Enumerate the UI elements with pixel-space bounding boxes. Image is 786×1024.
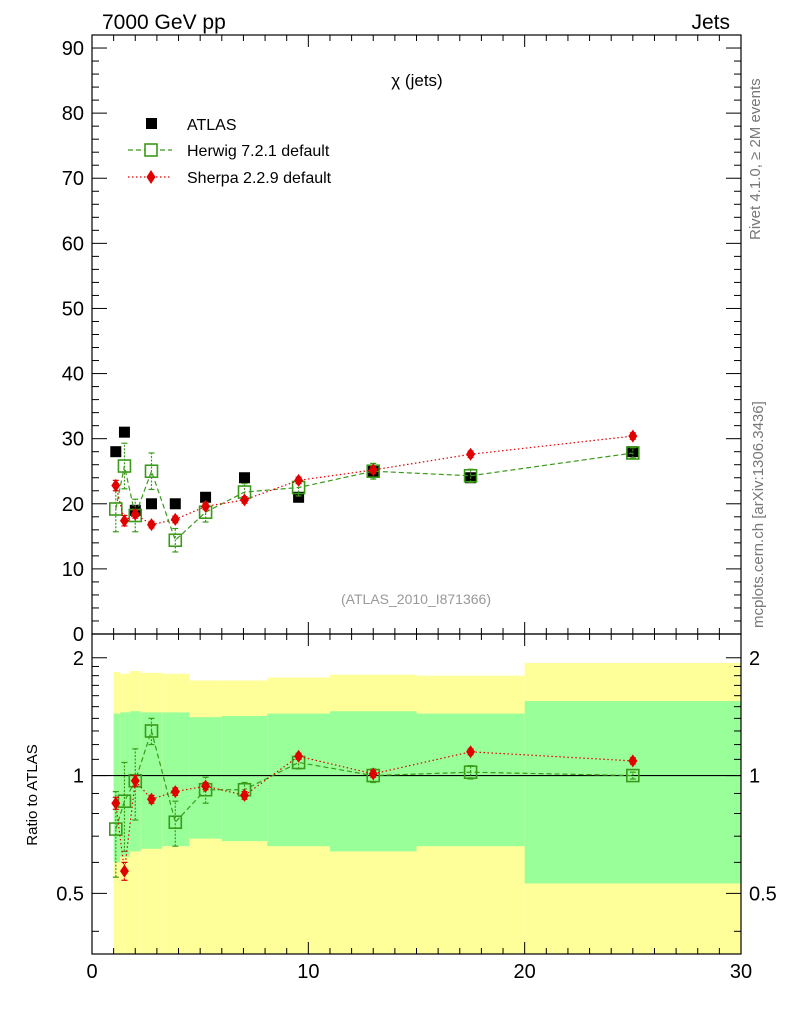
x-tick-label: 30 bbox=[730, 961, 752, 983]
ratio-sherpa-point bbox=[628, 754, 638, 768]
rivet-label: Rivet 4.1.0, ≥ 2M events bbox=[747, 78, 764, 240]
ratio-herwig-point bbox=[168, 815, 183, 830]
header-left: 7000 GeV pp bbox=[102, 11, 226, 34]
main-sherpa-point bbox=[130, 507, 140, 521]
main-y-tick-label: 80 bbox=[62, 103, 84, 125]
main-y-tick-label: 10 bbox=[62, 559, 84, 581]
main-atlas-point bbox=[110, 446, 122, 458]
main-y-tick-label: 0 bbox=[73, 624, 84, 646]
main-sherpa-point bbox=[201, 499, 211, 513]
x-tick-label: 10 bbox=[297, 961, 319, 983]
main-atlas-point bbox=[627, 446, 639, 458]
ratio-sherpa-line bbox=[115, 751, 633, 872]
main-atlas-point bbox=[118, 426, 130, 438]
main-y-tick-label: 60 bbox=[62, 233, 84, 255]
main-atlas-point bbox=[293, 491, 305, 503]
mcplots-label: mcplots.cern.ch [arXiv:1306.3436] bbox=[750, 401, 767, 628]
main-y-tick-label: 40 bbox=[62, 364, 84, 386]
ratio-sherpa-point bbox=[170, 785, 180, 799]
main-sherpa-point bbox=[146, 518, 156, 532]
ratio-sherpa-point bbox=[146, 792, 156, 806]
ratio-band-inner bbox=[267, 713, 330, 847]
ratio-y-tick-label-left: 0.5 bbox=[56, 883, 84, 905]
ratio-ylabel: Ratio to ATLAS bbox=[24, 744, 41, 845]
ratio-sherpa-point bbox=[294, 749, 304, 763]
ratio-y-tick-label-right: 0.5 bbox=[749, 883, 777, 905]
main-atlas-point bbox=[145, 498, 157, 510]
legend-sherpa-marker bbox=[146, 170, 156, 184]
main-herwig-point bbox=[626, 446, 640, 460]
watermark: (ATLAS_2010_I871366) bbox=[341, 591, 491, 607]
ratio-band-inner bbox=[162, 712, 190, 847]
main-y-tick-label: 20 bbox=[62, 494, 84, 516]
ratio-band-inner bbox=[416, 713, 525, 847]
ratio-y-tick-label-right: 1 bbox=[749, 766, 760, 788]
ratio-sherpa-point bbox=[201, 779, 211, 793]
ratio-herwig-point bbox=[626, 768, 640, 783]
ratio-sherpa-point bbox=[466, 745, 476, 759]
main-herwig-point bbox=[168, 533, 183, 548]
main-title: χ (jets) bbox=[391, 71, 442, 90]
ratio-y-tick-label-left: 2 bbox=[73, 648, 84, 670]
legend-atlas-label: ATLAS bbox=[187, 117, 237, 134]
main-y-tick-label: 70 bbox=[62, 168, 84, 190]
ratio-band-inner bbox=[221, 715, 268, 842]
main-sherpa-point bbox=[466, 447, 476, 461]
main-sherpa-point bbox=[368, 463, 378, 477]
ratio-band-inner bbox=[524, 701, 741, 884]
ratio-sherpa-point bbox=[119, 864, 129, 878]
ratio-herwig-point bbox=[463, 765, 478, 780]
header-right: Jets bbox=[691, 11, 730, 34]
main-y-tick-label: 90 bbox=[62, 38, 84, 60]
legend-atlas-marker bbox=[146, 118, 157, 129]
main-herwig-point bbox=[144, 464, 159, 479]
ratio-sherpa-point bbox=[130, 774, 140, 788]
main-panel: 0 10 20 30 40 50 60 70 80 90 bbox=[62, 34, 742, 646]
ratio-sherpa-point bbox=[111, 796, 121, 810]
x-tick-label: 0 bbox=[86, 961, 97, 983]
main-sherpa-point bbox=[111, 479, 121, 493]
legend-herwig-label: Herwig 7.2.1 default bbox=[187, 143, 330, 160]
ratio-y-tick-label-right: 2 bbox=[749, 648, 760, 670]
main-atlas-point bbox=[169, 498, 181, 510]
main-sherpa-point bbox=[240, 493, 250, 507]
main-sherpa-point bbox=[119, 514, 129, 528]
main-sherpa-point bbox=[294, 473, 304, 487]
ratio-band-inner bbox=[113, 713, 121, 863]
main-atlas-point bbox=[200, 491, 212, 503]
main-herwig-point bbox=[117, 459, 132, 473]
ratio-y-tick-label-left: 1 bbox=[73, 766, 84, 788]
legend: ATLAS Herwig 7.2.1 default Sherpa 2.2.9 … bbox=[128, 117, 332, 187]
ratio-panel: 0.5 0.51 12 20 10 20 30 bbox=[56, 633, 777, 983]
x-tick-label: 20 bbox=[514, 961, 536, 983]
ratio-frame bbox=[91, 633, 742, 955]
main-atlas-point bbox=[239, 472, 251, 484]
main-sherpa-line bbox=[115, 435, 633, 526]
ratio-herwig-point bbox=[108, 822, 123, 836]
ratio-sherpa-point bbox=[240, 788, 250, 802]
main-herwig-point bbox=[463, 468, 478, 483]
ratio-sherpa-point bbox=[368, 767, 378, 781]
ratio-herwig-point bbox=[144, 724, 159, 738]
main-y-tick-label: 50 bbox=[62, 298, 84, 320]
legend-sherpa-label: Sherpa 2.2.9 default bbox=[187, 170, 332, 187]
main-sherpa-point bbox=[628, 429, 638, 443]
main-y-tick-label: 30 bbox=[62, 429, 84, 451]
legend-herwig-marker bbox=[144, 143, 158, 157]
main-sherpa-point bbox=[170, 512, 180, 526]
